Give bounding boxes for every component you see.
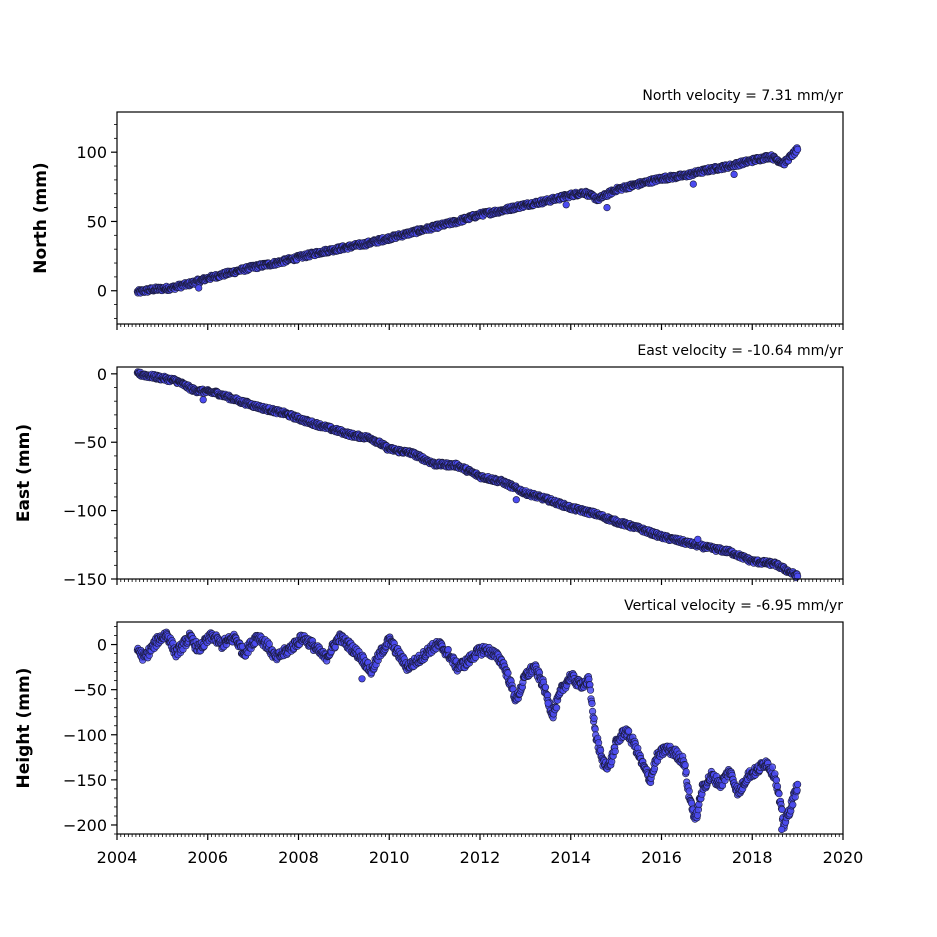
north-y-tick-label: 50 (87, 212, 107, 231)
height-data-point (596, 746, 605, 755)
height-data-point (591, 725, 599, 733)
height-data-point (588, 699, 596, 708)
height-y-tick-label: −100 (63, 726, 107, 745)
north-y-tick-label: 0 (97, 282, 107, 301)
height-data-point (625, 727, 633, 735)
height-data-point (552, 704, 561, 712)
north-panel: 0 50 100 North velocity = 7.31 mm/yr North… (31, 88, 844, 330)
height-outlier-point (544, 699, 552, 707)
height-y-tick-label: −50 (73, 681, 107, 700)
north-y-label: North (mm) (31, 162, 51, 273)
height-data-point (682, 768, 690, 776)
height-x-tick-label: 2006 (187, 848, 228, 867)
north-scatter-series (133, 144, 802, 297)
height-x-tick-label: 2004 (97, 848, 138, 867)
height-data-point (681, 761, 689, 769)
north-outlier-point (689, 180, 697, 188)
east-outlier-point (199, 396, 207, 404)
north-velocity-title: North velocity = 7.31 mm/yr (642, 88, 843, 104)
height-y-tick-label: 0 (97, 636, 107, 655)
height-data-point (789, 801, 797, 809)
height-data-point (768, 763, 777, 771)
height-data-point (541, 683, 550, 691)
height-data-point (793, 786, 801, 794)
east-y-tick-label: −150 (63, 570, 107, 589)
height-data-point (611, 747, 619, 755)
east-velocity-title: East velocity = -10.64 mm/yr (637, 343, 843, 359)
height-data-point (594, 739, 603, 747)
vertical-velocity-title: Vertical velocity = -6.95 mm/yr (624, 598, 843, 614)
height-y-tick-label: −200 (63, 816, 107, 835)
north-outlier-point (730, 170, 738, 178)
north-outlier-point (562, 201, 570, 209)
east-y-tick-label: −100 (63, 502, 107, 521)
height-x-tick-label: 2014 (550, 848, 591, 867)
height-x-tick-label: 2016 (641, 848, 682, 867)
east-y-label: East (mm) (14, 424, 34, 522)
height-data-point (685, 787, 693, 795)
height-y-label: Height (mm) (14, 668, 34, 789)
north-data-point (793, 145, 802, 153)
height-outlier-point (778, 825, 786, 834)
height-y-tick-label: −150 (63, 771, 107, 790)
north-y-tick-label: 100 (76, 143, 107, 162)
height-data-point (586, 686, 595, 694)
height-x-tick-label: 2012 (460, 848, 501, 867)
north-outlier-point (195, 284, 203, 292)
height-outlier-point (358, 675, 366, 683)
height-x-tick-label: 2020 (823, 848, 864, 867)
height-data-point (775, 790, 783, 798)
north-outlier-point (603, 204, 611, 212)
height-data-point (265, 640, 273, 648)
height-data-point (590, 714, 598, 723)
east-outlier-point (694, 535, 702, 543)
height-data-point (504, 669, 512, 677)
east-y-tick-label: −50 (73, 433, 107, 452)
east-outlier-point (512, 496, 520, 504)
height-data-point (773, 782, 782, 791)
height-x-tick-label: 2018 (732, 848, 773, 867)
height-data-point (793, 780, 802, 789)
height-x-tick-label: 2010 (369, 848, 410, 867)
height-data-point (772, 776, 781, 784)
east-y-tick-label: 0 (97, 365, 107, 384)
height-x-tick-label: 2008 (278, 848, 319, 867)
